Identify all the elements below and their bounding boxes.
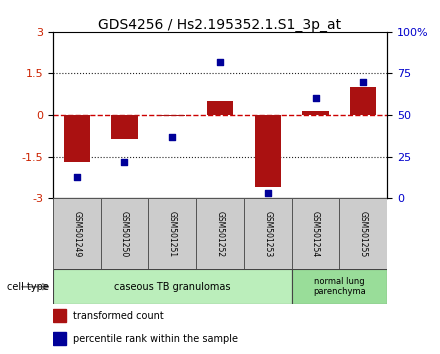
Text: GSM501250: GSM501250 [120,211,129,257]
Bar [302,111,329,115]
FancyBboxPatch shape [53,269,292,304]
Point [216,59,224,65]
Bar [159,115,185,116]
Text: cell type: cell type [7,282,48,292]
Point [312,96,319,101]
Text: GSM501249: GSM501249 [72,211,81,257]
Text: GSM501255: GSM501255 [359,211,368,257]
Text: normal lung
parenchyma: normal lung parenchyma [313,277,366,296]
Text: GDS4256 / Hs2.195352.1.S1_3p_at: GDS4256 / Hs2.195352.1.S1_3p_at [99,18,341,32]
Bar [53,309,66,322]
FancyBboxPatch shape [244,198,292,269]
Text: GSM501252: GSM501252 [216,211,224,257]
Bar [111,115,138,139]
FancyBboxPatch shape [196,198,244,269]
Bar [255,115,281,187]
FancyBboxPatch shape [339,198,387,269]
Text: GSM501253: GSM501253 [263,211,272,257]
Bar [207,101,233,115]
Text: GSM501254: GSM501254 [311,211,320,257]
FancyBboxPatch shape [292,198,339,269]
Point [360,79,367,85]
Text: percentile rank within the sample: percentile rank within the sample [73,334,238,344]
FancyBboxPatch shape [292,269,387,304]
Point [73,174,80,179]
FancyBboxPatch shape [101,198,148,269]
FancyBboxPatch shape [148,198,196,269]
Text: GSM501251: GSM501251 [168,211,177,257]
Text: caseous TB granulomas: caseous TB granulomas [114,282,231,292]
Bar [53,332,66,345]
Text: transformed count: transformed count [73,311,164,321]
Point [169,134,176,139]
Point [264,190,271,196]
Bar [63,115,90,162]
Point [121,159,128,165]
Bar [350,87,377,115]
FancyBboxPatch shape [53,198,101,269]
